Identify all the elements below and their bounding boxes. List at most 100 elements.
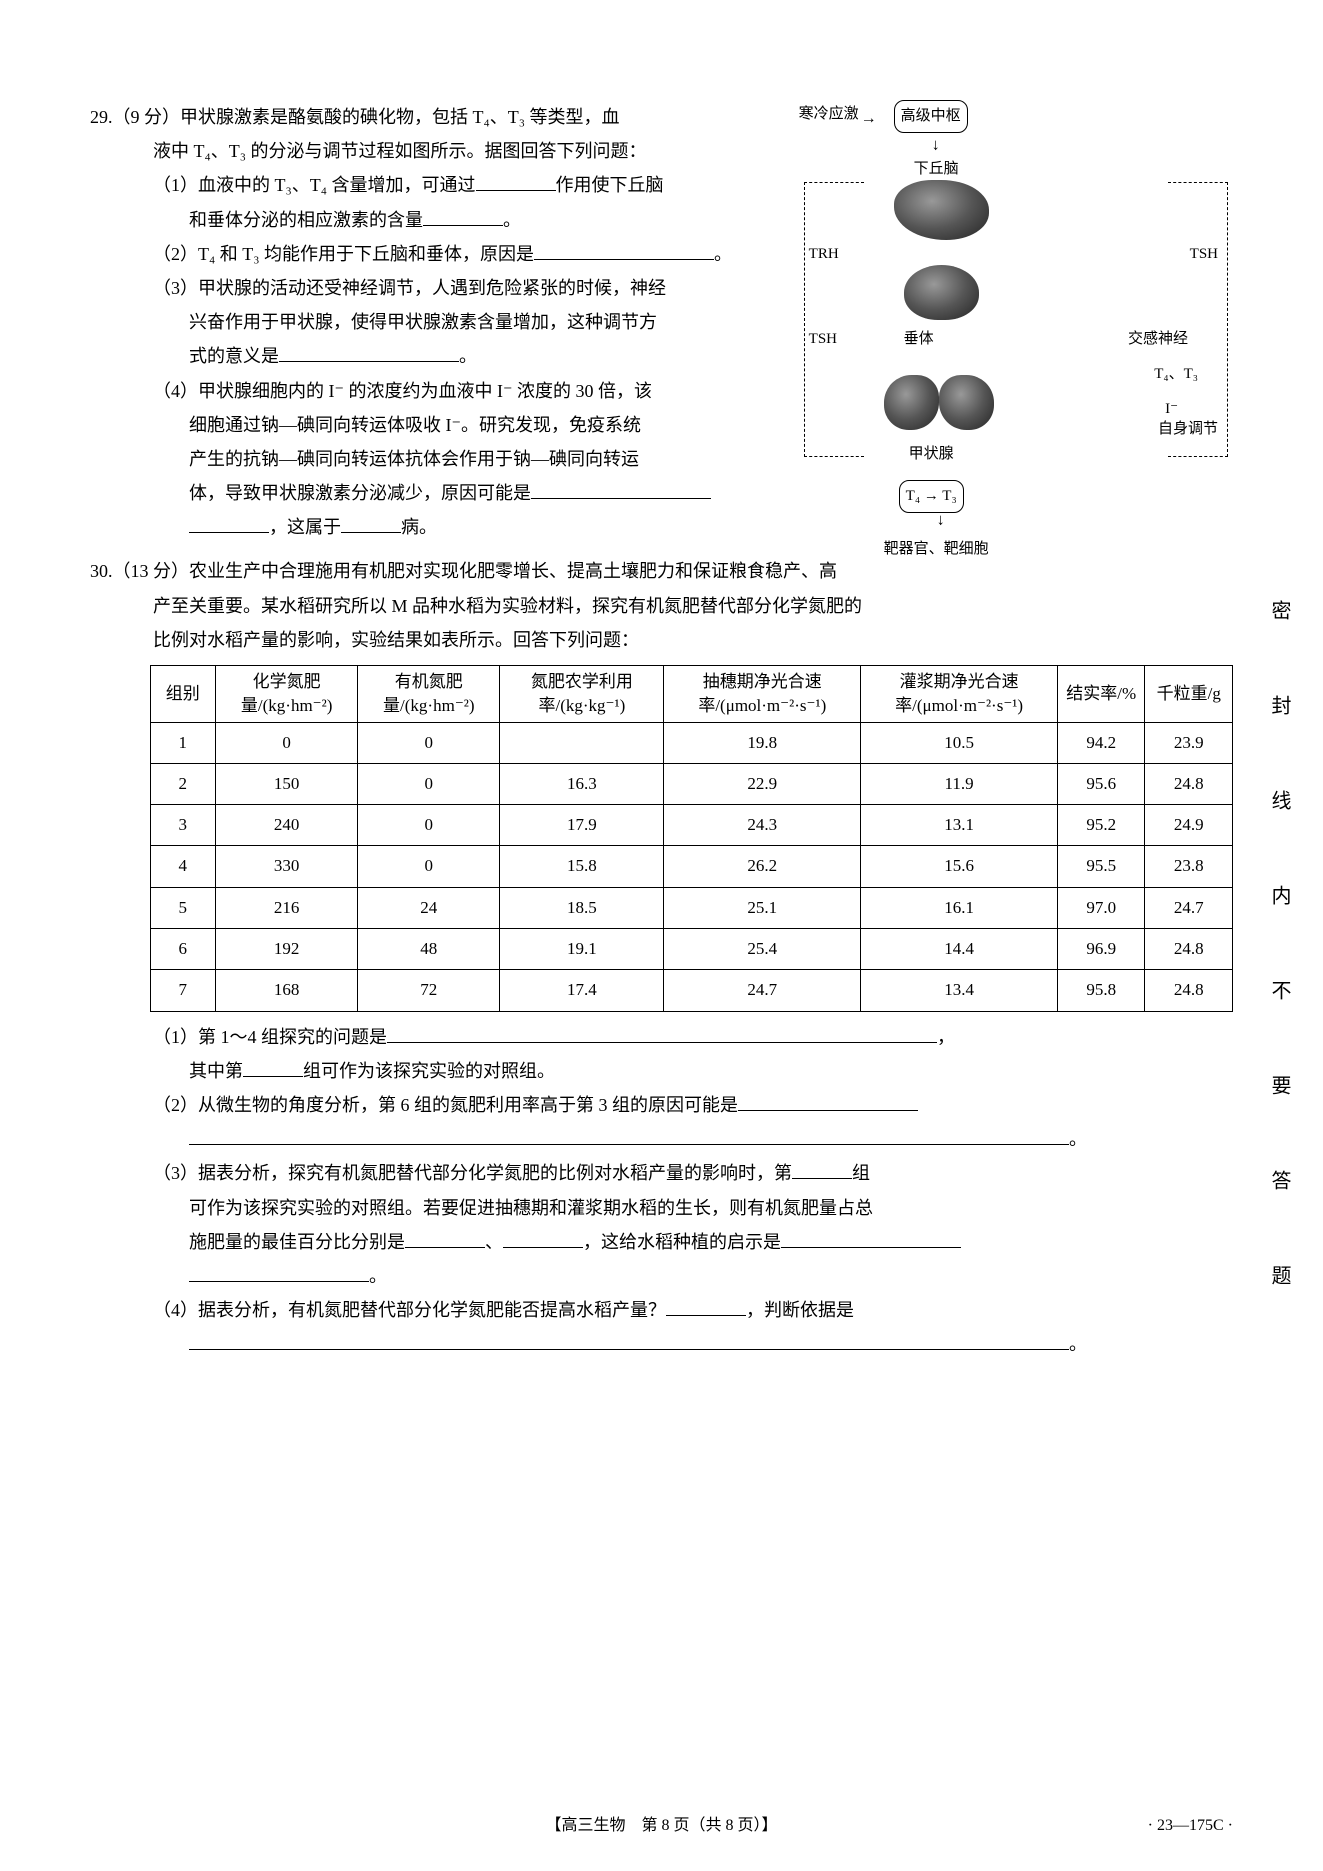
arrow-icon: → — [926, 512, 956, 528]
page-footer: 【高三生物 第 8 页（共 8 页）】 · 23—175C · — [90, 1811, 1233, 1841]
table-cell: 0 — [358, 763, 500, 804]
q29-points: （9 分） — [113, 107, 181, 127]
diagram-pituitary: 垂体 — [904, 325, 934, 354]
q29-p4d: 体，导致甲状腺激素分泌减少，原因可能是 — [90, 476, 776, 510]
table-cell: 95.5 — [1058, 846, 1145, 887]
th-heading: 抽穗期净光合速率/(μmol·m⁻²·s⁻¹) — [664, 666, 861, 723]
table-row: 71687217.424.713.495.824.8 — [150, 970, 1233, 1011]
table-cell: 97.0 — [1058, 887, 1145, 928]
blank — [189, 512, 269, 534]
blank — [503, 1226, 583, 1248]
table-cell: 216 — [216, 887, 358, 928]
blank — [666, 1295, 746, 1317]
table-cell: 0 — [358, 722, 500, 763]
pituitary-shape — [904, 265, 979, 320]
q30-p2: （2）从微生物的角度分析，第 6 组的氮肥利用率高于第 3 组的原因可能是 — [90, 1088, 1233, 1122]
diagram-higher-center: 高级中枢 — [894, 100, 968, 133]
table-cell: 18.5 — [500, 887, 664, 928]
table-cell: 24.7 — [664, 970, 861, 1011]
table-cell: 6 — [150, 929, 216, 970]
diagram-thyroid: 甲状腺 — [909, 440, 954, 469]
q30-intro-l2: 产至关重要。某水稻研究所以 M 品种水稻为实验材料，探究有机氮肥替代部分化学氮肥… — [90, 589, 1233, 623]
q30-intro-l3: 比例对水稻产量的影响，实验结果如表所示。回答下列问题： — [90, 623, 1233, 657]
q30-p2b: 。 — [90, 1122, 1233, 1156]
blank — [189, 1260, 369, 1282]
table-cell: 13.4 — [861, 970, 1058, 1011]
table-cell: 15.8 — [500, 846, 664, 887]
blank — [405, 1226, 485, 1248]
table-cell: 240 — [216, 805, 358, 846]
q29-diagram: 寒冷应激 → 高级中枢 → 下丘脑 TRH TSH TSH 垂体 交感神经 T₄… — [799, 100, 1233, 560]
th-grain: 千粒重/g — [1145, 666, 1233, 723]
q30-p3g: 。 — [90, 1259, 1233, 1293]
table-cell: 150 — [216, 763, 358, 804]
table-cell: 25.4 — [664, 929, 861, 970]
table-row: 10019.810.594.223.9 — [150, 722, 1233, 763]
blank — [243, 1055, 303, 1077]
table-cell: 24.8 — [1145, 763, 1233, 804]
table-cell: 26.2 — [664, 846, 861, 887]
diagram-trh: TRH — [809, 240, 839, 269]
thyroid-right — [939, 375, 994, 430]
q29-p1c: 和垂体分泌的相应激素的含量。 — [90, 203, 776, 237]
q30-p3a: （3）据表分析，探究有机氮肥替代部分化学氮肥的比例对水稻产量的影响时，第组 — [90, 1156, 1233, 1190]
q30-p1: （1）第 1～4 组探究的问题是， — [90, 1020, 1233, 1054]
q29-p3c: 式的意义是。 — [90, 339, 776, 373]
arrow-icon: → — [921, 137, 951, 153]
blank — [534, 238, 714, 260]
blank — [189, 1329, 1069, 1351]
table-cell: 13.1 — [861, 805, 1058, 846]
table-cell: 25.1 — [664, 887, 861, 928]
th-filling: 灌浆期净光合速率/(μmol·m⁻²·s⁻¹) — [861, 666, 1058, 723]
table-cell: 16.3 — [500, 763, 664, 804]
table-cell: 24.8 — [1145, 929, 1233, 970]
table-cell: 10.5 — [861, 722, 1058, 763]
table-row: 61924819.125.414.496.924.8 — [150, 929, 1233, 970]
footer-right: · 23—175C · — [1148, 1811, 1233, 1841]
table-cell: 22.9 — [664, 763, 861, 804]
th-org-n: 有机氮肥量/(kg·hm⁻²) — [358, 666, 500, 723]
binding-margin-text: 密 封 线 内 不 要 答 题 — [1260, 600, 1298, 1320]
question-30: 30.（13 分）农业生产中合理施用有机肥对实现化肥零增长、提高土壤肥力和保证粮… — [90, 554, 1233, 1361]
table-cell: 23.8 — [1145, 846, 1233, 887]
table-row: 3240017.924.313.195.224.9 — [150, 805, 1233, 846]
blank — [781, 1226, 961, 1248]
th-util: 氮肥农学利用率/(kg·kg⁻¹) — [500, 666, 664, 723]
question-29: 29.（9 分）甲状腺激素是酪氨酸的碘化物，包括 T₄、T₃ 等类型，血 液中 … — [90, 100, 1233, 544]
q30-p3c: 可作为该探究实验的对照组。若要促进抽穗期和灌浆期水稻的生长，则有机氮肥量占总 — [90, 1191, 1233, 1225]
table-cell: 4 — [150, 846, 216, 887]
diagram-selfreg: 自身调节 — [1158, 415, 1218, 444]
q29-p4a: （4）甲状腺细胞内的 I⁻ 的浓度约为血液中 I⁻ 浓度的 30 倍，该 — [90, 374, 776, 408]
table-cell: 192 — [216, 929, 358, 970]
thyroid-left — [884, 375, 939, 430]
table-cell: 0 — [358, 805, 500, 846]
q29-p4b: 细胞通过钠—碘同向转运体吸收 I⁻。研究发现，免疫系统 — [90, 408, 776, 442]
blank — [189, 1124, 1069, 1146]
q29-intro-l1: 甲状腺激素是酪氨酸的碘化物，包括 T₄、T₃ 等类型，血 — [180, 107, 620, 127]
table-cell: 1 — [150, 722, 216, 763]
table-row: 2150016.322.911.995.624.8 — [150, 763, 1233, 804]
table-cell: 24.9 — [1145, 805, 1233, 846]
table-cell: 19.8 — [664, 722, 861, 763]
table-cell: 0 — [216, 722, 358, 763]
q29-p3b: 兴奋作用于甲状腺，使得甲状腺激素含量增加，这种调节方 — [90, 305, 776, 339]
q29-intro-l2: 液中 T₄、T₃ 的分泌与调节过程如图所示。据图回答下列问题： — [90, 134, 776, 168]
blank — [279, 341, 459, 363]
table-cell: 94.2 — [1058, 722, 1145, 763]
q30-points: （13 分） — [113, 561, 190, 581]
table-cell: 11.9 — [861, 763, 1058, 804]
blank — [531, 477, 711, 499]
th-chem-n: 化学氮肥量/(kg·hm⁻²) — [216, 666, 358, 723]
hypothalamus-shape — [894, 180, 989, 240]
table-cell: 16.1 — [861, 887, 1058, 928]
table-cell: 72 — [358, 970, 500, 1011]
table-cell: 24.7 — [1145, 887, 1233, 928]
q29-p4e: ，这属于病。 — [90, 510, 776, 544]
table-cell: 95.2 — [1058, 805, 1145, 846]
th-group: 组别 — [150, 666, 216, 723]
blank — [423, 204, 503, 226]
table-cell: 24.3 — [664, 805, 861, 846]
q29-number: 29. — [90, 107, 113, 127]
feedback-line — [804, 182, 864, 457]
table-cell: 7 — [150, 970, 216, 1011]
